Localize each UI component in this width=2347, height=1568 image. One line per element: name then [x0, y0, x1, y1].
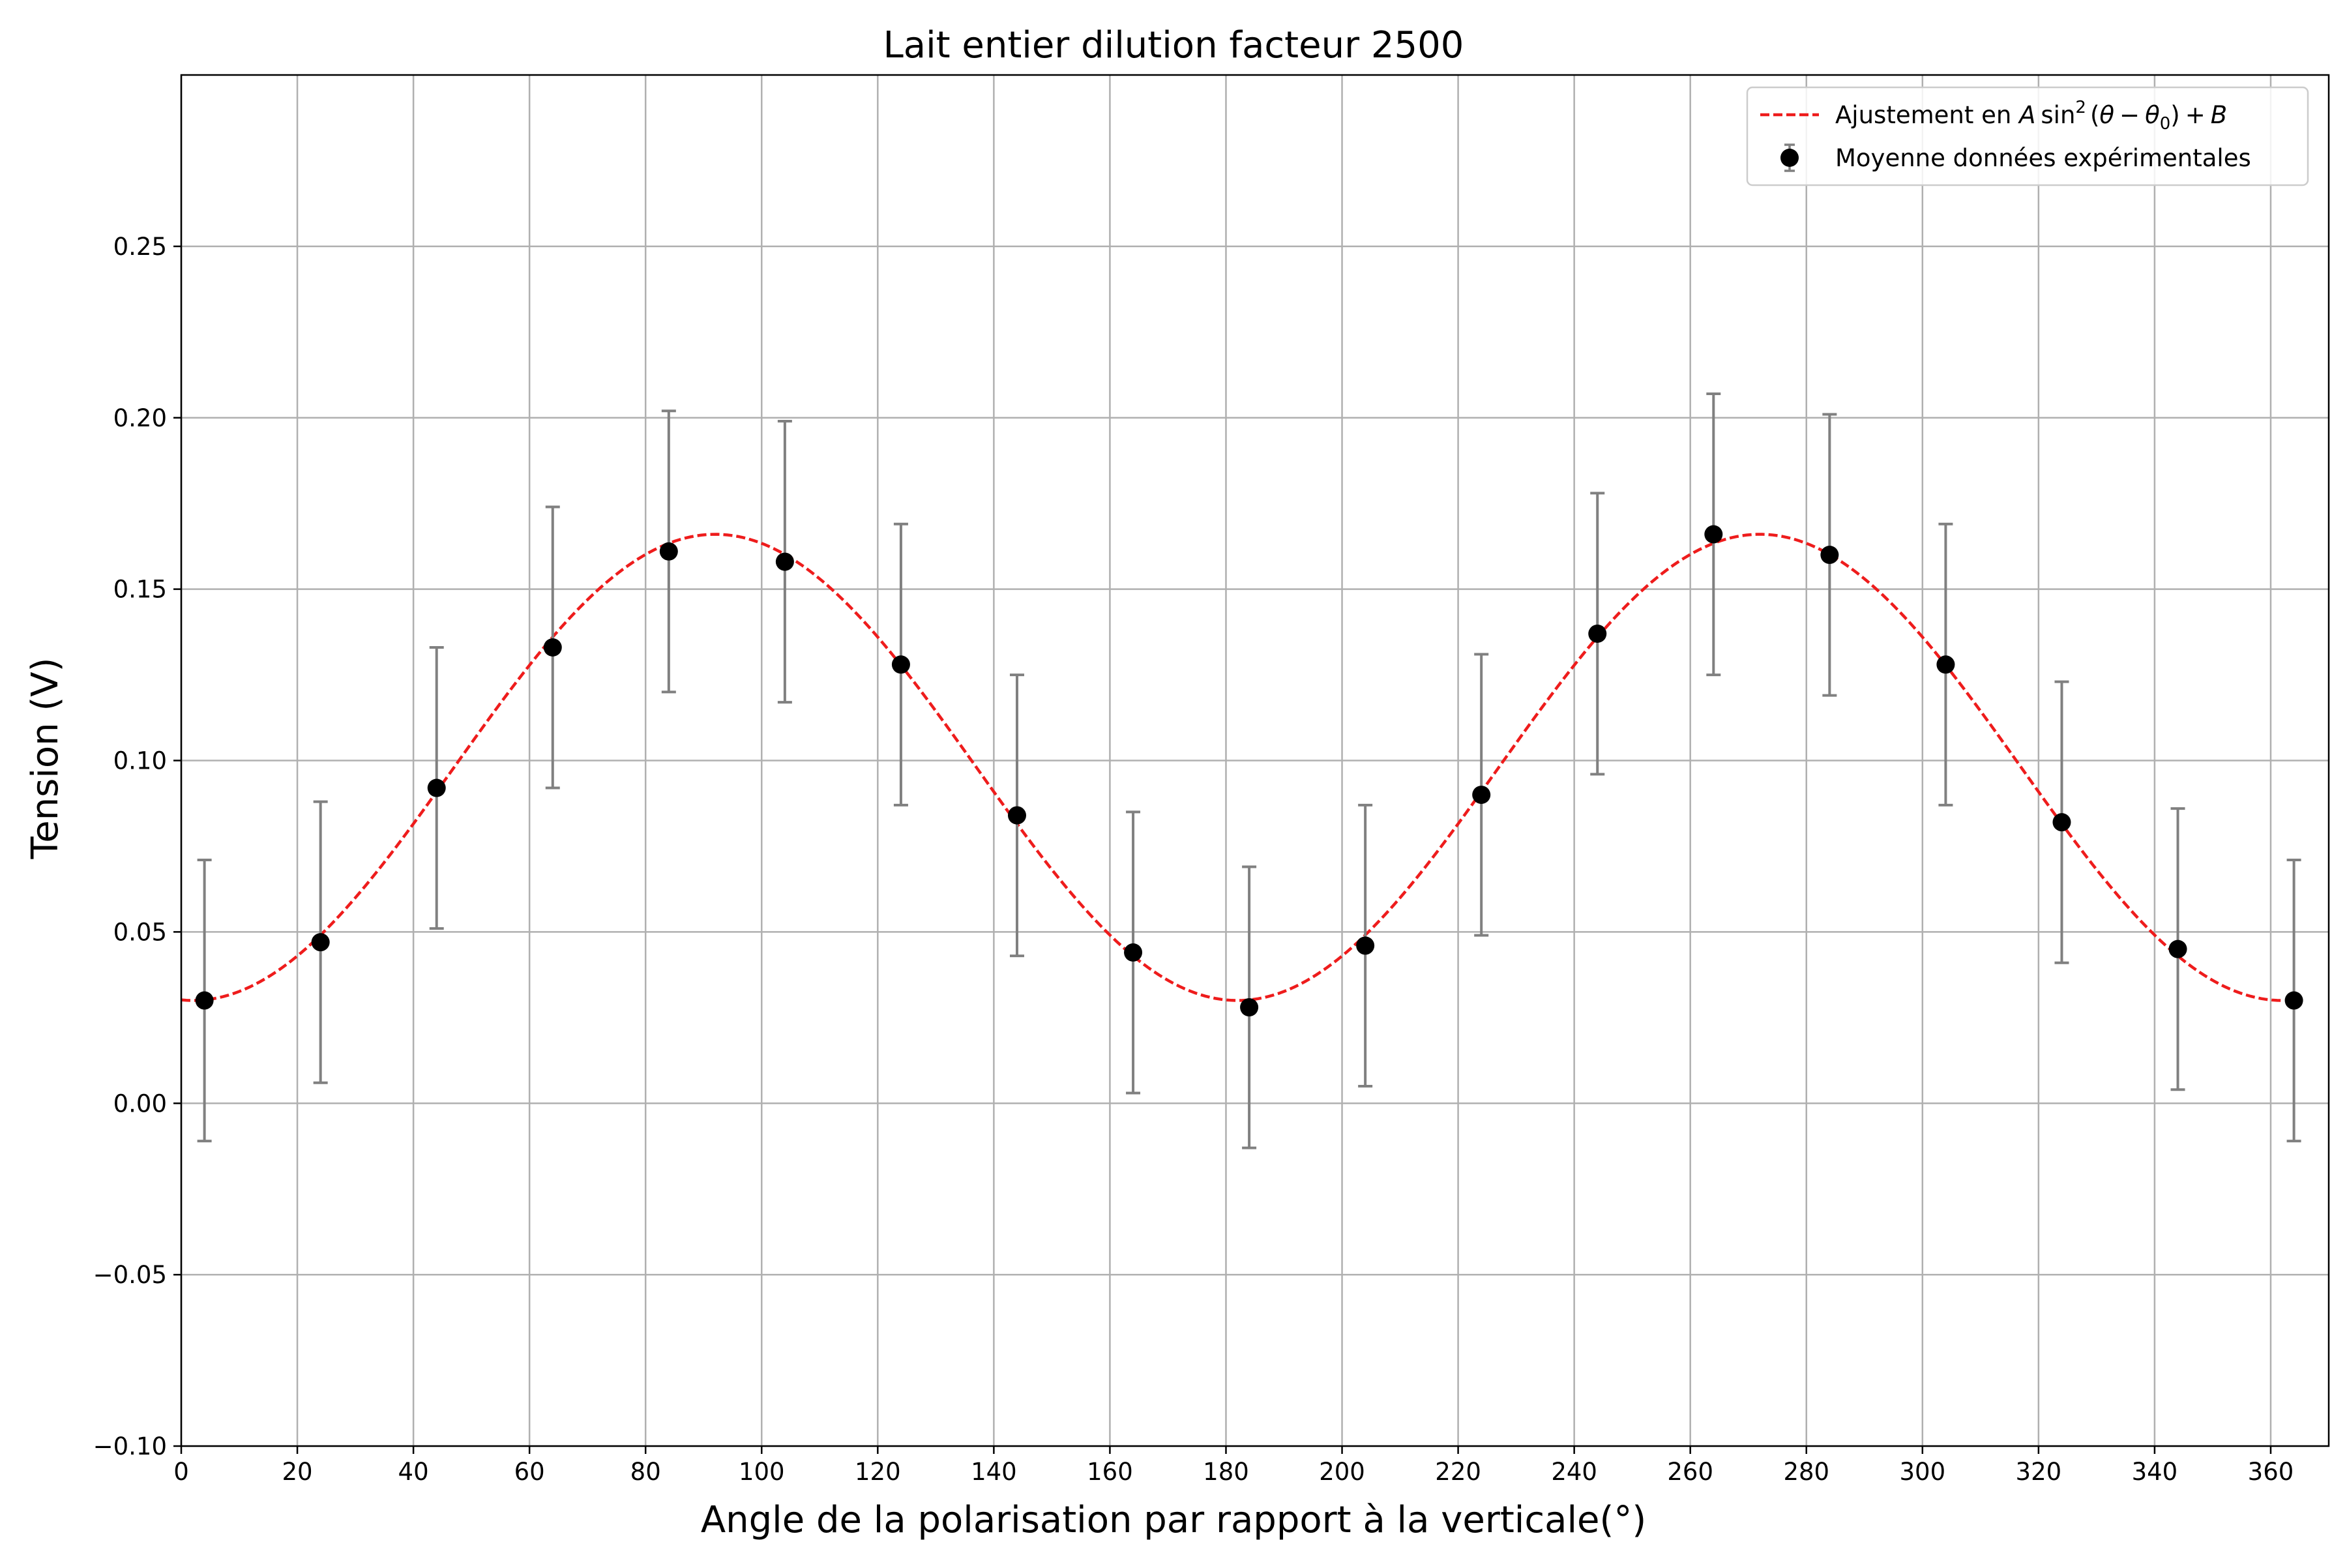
data-point	[2284, 991, 2303, 1010]
data-point	[659, 542, 678, 561]
data-point	[427, 778, 446, 797]
x-tick-label: 160	[1087, 1458, 1133, 1486]
data-point	[543, 638, 562, 657]
y-tick-label: 0.10	[113, 747, 167, 775]
legend-formula-subscript: 0	[2160, 114, 2171, 134]
y-axis-ticks: −0.10 −0.05 0.00 0.05 0.10 0.15 0.20 0.25	[93, 233, 181, 1460]
data-point	[1588, 624, 1607, 643]
x-tick-label: 360	[2248, 1458, 2294, 1486]
y-tick-label: 0.05	[113, 918, 167, 946]
x-tick-label: 40	[398, 1458, 429, 1486]
legend-data-label: Moyenne données expérimentales	[1835, 144, 2251, 172]
data-point	[311, 933, 330, 952]
data-point	[195, 991, 214, 1010]
x-tick-label: 0	[173, 1458, 189, 1486]
y-tick-label: 0.25	[113, 233, 167, 261]
data-point	[891, 655, 910, 674]
fit-curve	[181, 533, 2282, 1002]
y-tick-label: 0.20	[113, 404, 167, 432]
x-tick-label: 300	[1899, 1458, 1945, 1486]
x-tick-label: 120	[855, 1458, 901, 1486]
x-tick-label: 100	[739, 1458, 785, 1486]
data-point	[1356, 936, 1375, 955]
x-tick-label: 80	[630, 1458, 661, 1486]
x-tick-label: 280	[1783, 1458, 1829, 1486]
legend-formula-plus: +	[2185, 101, 2206, 129]
fit-curve-layer	[181, 533, 2282, 1002]
x-tick-label: 260	[1667, 1458, 1713, 1486]
data-point	[1820, 546, 1839, 565]
legend-formula-minus: −	[2119, 101, 2140, 129]
x-tick-label: 200	[1319, 1458, 1365, 1486]
legend-formula-offset: B	[2211, 101, 2227, 129]
legend-formula-close-paren: )	[2170, 101, 2179, 129]
data-point	[1936, 655, 1955, 674]
chart-title: Lait entier dilution facteur 2500	[883, 24, 1464, 67]
legend-box	[1746, 86, 2309, 186]
data-point	[1124, 943, 1143, 962]
x-axis-ticks: 0 20 40 60 80 100 120 140 160 180 200 220 240 260 280 3…	[173, 1446, 2294, 1486]
legend-formula-theta0: θ	[2145, 101, 2160, 129]
y-tick-label: −0.05	[93, 1261, 167, 1289]
legend-formula-amplitude: A	[2018, 101, 2035, 129]
data-point	[1704, 525, 1723, 544]
x-axis-label: Angle de la polarisation par rapport à l…	[701, 1499, 1646, 1541]
y-tick-label: 0.15	[113, 576, 167, 604]
data-points-layer	[195, 525, 2303, 1017]
legend-fit-prefix: Ajustement en	[1835, 101, 2019, 129]
x-tick-label: 220	[1435, 1458, 1481, 1486]
x-tick-label: 320	[2016, 1458, 2062, 1486]
y-tick-label: 0.00	[113, 1089, 167, 1117]
x-tick-label: 340	[2132, 1458, 2178, 1486]
legend-formula-theta: θ	[2099, 101, 2114, 129]
x-tick-label: 140	[971, 1458, 1017, 1486]
legend-formula-exponent: 2	[2075, 98, 2086, 117]
data-point	[1007, 806, 1026, 825]
data-point	[2168, 939, 2187, 958]
x-tick-label: 60	[514, 1458, 545, 1486]
y-axis-label: Tension (V)	[24, 658, 66, 860]
x-tick-label: 240	[1551, 1458, 1597, 1486]
grid-lines	[180, 75, 2329, 1447]
x-tick-label: 20	[282, 1458, 313, 1486]
data-point	[2052, 813, 2071, 832]
data-point	[775, 552, 794, 571]
legend-formula-sin: sin	[2041, 101, 2075, 129]
data-point	[1240, 998, 1259, 1017]
legend-marker-swatch	[1780, 149, 1799, 167]
errorbars-layer	[197, 392, 2301, 1149]
x-tick-label: 180	[1203, 1458, 1249, 1486]
legend-formula-open-paren: (	[2090, 101, 2099, 129]
data-point	[1472, 786, 1491, 805]
y-tick-label: −0.10	[93, 1432, 167, 1460]
